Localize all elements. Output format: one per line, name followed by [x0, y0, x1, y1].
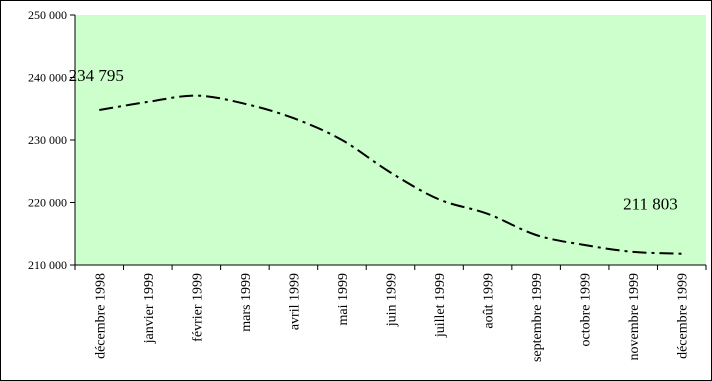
- x-tick-label: janvier 1999: [142, 273, 157, 344]
- x-tick-label: mars 1999: [239, 273, 254, 332]
- x-tick-label: septembre 1999: [530, 273, 545, 362]
- data-label: 211 803: [623, 195, 678, 214]
- x-tick-label: juin 1999: [385, 273, 400, 327]
- x-ticks: décembre 1998 janvier 1999 février 1999 mar…: [74, 265, 707, 362]
- x-tick-label: juillet 1999: [433, 273, 448, 338]
- y-ticks: 210 000 220 000 230 000 240 000 250 000: [28, 8, 75, 272]
- plot-area: [75, 15, 706, 265]
- y-tick-label: 210 000: [28, 258, 67, 272]
- x-tick-label: décembre 1998: [93, 273, 108, 359]
- x-tick-label: février 1999: [190, 273, 205, 342]
- x-tick-label: mai 1999: [336, 273, 351, 326]
- x-tick-label: décembre 1999: [676, 273, 691, 359]
- y-tick-label: 250 000: [28, 8, 67, 22]
- x-tick-label: novembre 1999: [627, 273, 642, 360]
- x-tick-label: octobre 1999: [579, 273, 594, 346]
- y-tick-label: 230 000: [28, 133, 67, 147]
- y-tick-label: 240 000: [28, 71, 67, 85]
- data-labels: 234 795 211 803: [69, 66, 678, 214]
- x-tick-label: août 1999: [482, 273, 497, 329]
- series-line: [99, 94, 682, 255]
- y-tick-label: 220 000: [28, 196, 67, 210]
- data-label: 234 795: [69, 66, 124, 85]
- x-tick-label: avril 1999: [287, 273, 302, 330]
